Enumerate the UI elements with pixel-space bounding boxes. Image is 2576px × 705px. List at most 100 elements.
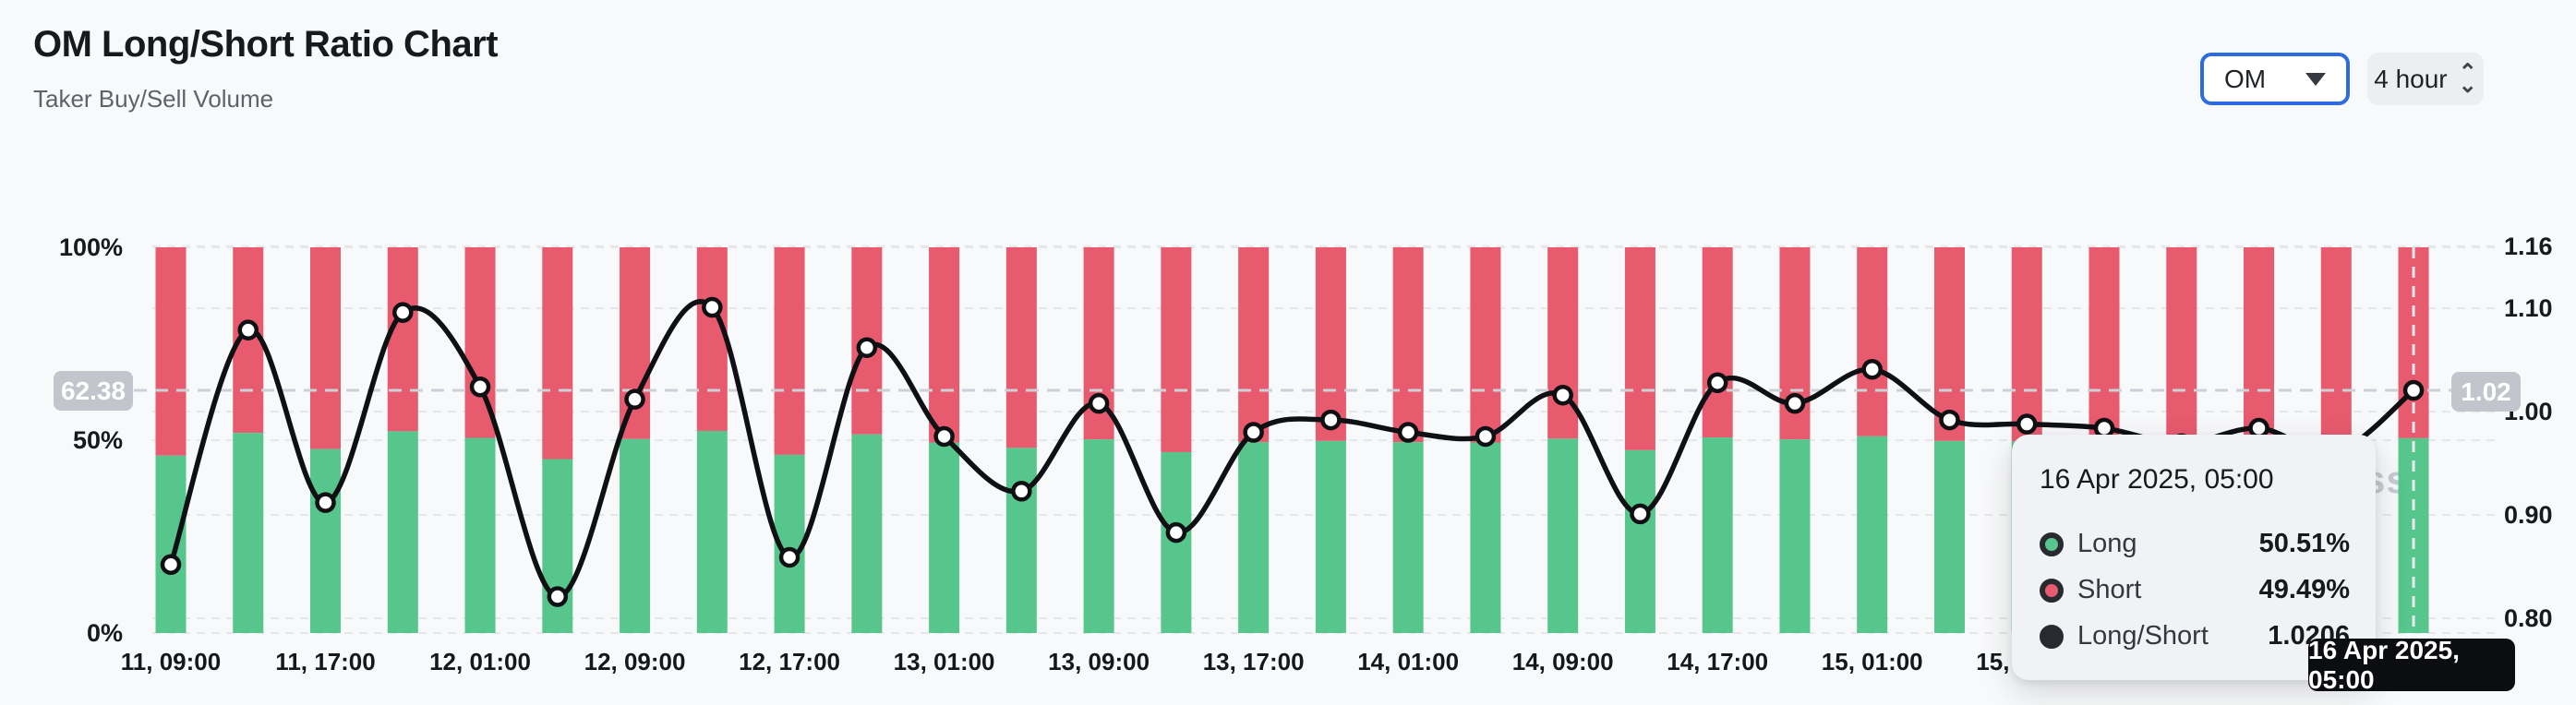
left-axis-tick-label: 100% <box>59 233 123 261</box>
ratio-point[interactable] <box>1165 521 1187 544</box>
short-bar-segment[interactable] <box>310 247 342 449</box>
long-bar-segment[interactable] <box>1857 436 1888 633</box>
long-bar-segment[interactable] <box>1547 438 1579 633</box>
long-bar-segment[interactable] <box>1702 437 1733 633</box>
x-axis-tick-label: 12, 09:00 <box>584 648 686 675</box>
ratio-point[interactable] <box>2016 413 2038 435</box>
ratio-point[interactable] <box>624 388 645 410</box>
symbol-select-value: OM <box>2224 64 2267 93</box>
page-title: OM Long/Short Ratio Chart <box>33 24 499 65</box>
ratio-point[interactable] <box>1784 392 1806 414</box>
long-bar-segment[interactable] <box>387 431 418 633</box>
short-bar-segment[interactable] <box>1702 247 1733 438</box>
long-bar-segment[interactable] <box>1315 440 1346 633</box>
x-axis-tick-label: 13, 17:00 <box>1203 648 1305 675</box>
ratio-point[interactable] <box>1552 384 1573 406</box>
short-bar-segment[interactable] <box>774 247 805 455</box>
long-bar-segment[interactable] <box>1238 442 1270 633</box>
long-bar-segment[interactable] <box>155 455 187 633</box>
short-bar-segment[interactable] <box>155 247 187 456</box>
short-bar-segment[interactable] <box>2011 247 2042 442</box>
ratio-point[interactable] <box>702 296 723 318</box>
short-bar-segment[interactable] <box>1392 247 1424 443</box>
long-bar-segment[interactable] <box>1779 439 1811 633</box>
tooltip-row-label: Short <box>2077 575 2142 604</box>
ratio-point[interactable] <box>1320 409 1342 431</box>
long-bar-segment[interactable] <box>1470 442 1501 633</box>
short-bar-segment[interactable] <box>929 247 960 443</box>
short-bar-segment[interactable] <box>387 247 418 432</box>
ratio-point[interactable] <box>1011 481 1032 502</box>
ratio-point[interactable] <box>1243 422 1264 443</box>
x-axis-tick-label: 11, 17:00 <box>275 648 375 675</box>
short-bar-segment[interactable] <box>1315 247 1346 441</box>
ratio-point[interactable] <box>778 546 800 568</box>
ratio-point[interactable] <box>1706 372 1728 394</box>
short-bar-segment[interactable] <box>1161 247 1192 452</box>
left-axis-tick-label: 50% <box>73 426 123 454</box>
short-bar-segment[interactable] <box>2166 247 2197 444</box>
long-bar-segment[interactable] <box>233 433 264 633</box>
tracking-line-left-pill: 62.38 <box>54 371 133 411</box>
tooltip-row-label: Long/Short <box>2077 621 2209 651</box>
ratio-point[interactable] <box>547 586 569 607</box>
tooltip-rows: Long 50.51% Short 49.49% Long/Short 1.02… <box>2040 529 2350 651</box>
ratio-point[interactable] <box>856 337 878 358</box>
right-axis-tick-label: 0.80 <box>2504 604 2553 632</box>
ratio-point[interactable] <box>469 376 491 398</box>
short-bar-segment[interactable] <box>1857 247 1888 436</box>
x-axis-tick-label: 13, 01:00 <box>894 648 995 675</box>
ratio-point[interactable] <box>160 554 182 576</box>
short-bar-segment[interactable] <box>620 247 651 439</box>
ratio-point[interactable] <box>392 302 414 323</box>
short-bar-segment[interactable] <box>1470 247 1501 443</box>
ratio-point[interactable] <box>315 492 336 513</box>
chart-tooltip: 16 Apr 2025, 05:00 Long 50.51% Short 49.… <box>2012 435 2376 680</box>
ratio-point[interactable] <box>1630 503 1651 525</box>
ratio-point[interactable] <box>1475 425 1497 448</box>
interval-select[interactable]: 4 hour ⌃ ⌄ <box>2367 53 2484 105</box>
ratio-point[interactable] <box>2402 379 2425 401</box>
long-bar-segment[interactable] <box>1083 439 1114 633</box>
short-bar-segment[interactable] <box>696 247 728 431</box>
long-bar-segment[interactable] <box>929 442 960 633</box>
short-bar-segment[interactable] <box>1933 247 1965 441</box>
x-axis-tick-label: 11, 09:00 <box>121 648 221 675</box>
short-bar-segment[interactable] <box>1547 247 1579 439</box>
long-bar-segment[interactable] <box>851 434 883 633</box>
symbol-select[interactable]: OM <box>2200 53 2350 105</box>
tooltip-row-ratio: Long/Short 1.0206 <box>2040 621 2350 651</box>
long-bar-segment[interactable] <box>1005 448 1037 633</box>
short-bar-segment[interactable] <box>2320 247 2352 445</box>
short-bar-segment[interactable] <box>1238 247 1270 443</box>
tooltip-title: 16 Apr 2025, 05:00 <box>2040 464 2274 495</box>
long-bar-segment[interactable] <box>310 448 342 633</box>
ratio-bullet-icon <box>2040 624 2064 649</box>
ratio-point[interactable] <box>237 319 259 341</box>
ratio-point[interactable] <box>1861 358 1883 380</box>
ratio-point[interactable] <box>1397 422 1419 443</box>
short-bar-segment[interactable] <box>542 247 573 460</box>
short-bar-segment[interactable] <box>2244 247 2275 442</box>
page-subtitle: Taker Buy/Sell Volume <box>33 85 274 113</box>
long-bar-segment[interactable] <box>1933 440 1965 633</box>
ratio-point[interactable] <box>1939 409 1960 431</box>
long-bar-segment[interactable] <box>464 437 496 633</box>
long-bar-segment[interactable] <box>1624 449 1655 633</box>
ratio-point[interactable] <box>1088 392 1110 414</box>
chevron-down-icon <box>2305 72 2326 86</box>
long-bar-segment[interactable] <box>1392 442 1424 633</box>
interval-select-value: 4 hour <box>2374 64 2448 93</box>
long-bar-segment[interactable] <box>696 430 728 633</box>
x-axis-tick-label: 12, 01:00 <box>429 648 531 675</box>
right-axis-tick-label: 1.10 <box>2504 294 2553 322</box>
short-bar-segment[interactable] <box>1005 247 1037 448</box>
ratio-point[interactable] <box>933 425 955 448</box>
tooltip-row-label: Long <box>2077 529 2137 558</box>
right-axis-tick-label: 0.90 <box>2504 501 2553 529</box>
long-bar-segment[interactable] <box>620 438 651 633</box>
short-bar-segment[interactable] <box>1624 247 1655 450</box>
short-bar-segment[interactable] <box>2088 247 2120 442</box>
x-axis-tick-label: 15, 01:00 <box>1822 648 1923 675</box>
